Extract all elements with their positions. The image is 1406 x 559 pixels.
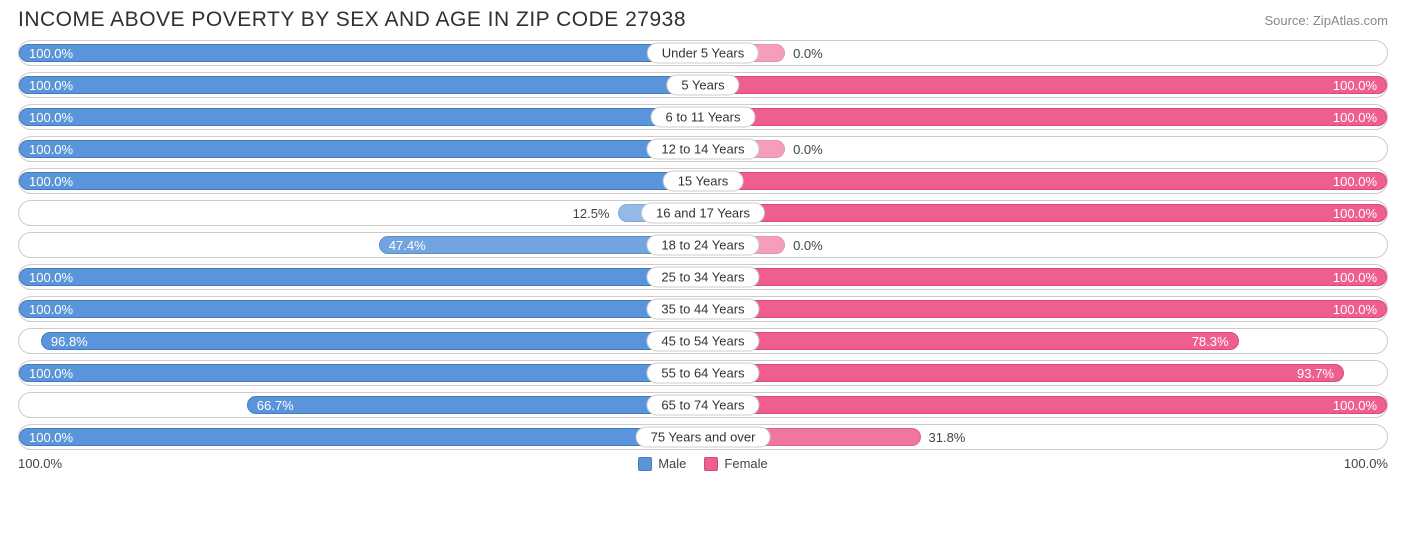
bar-row: 96.8% 78.3% 45 to 54 Years [18, 328, 1388, 354]
female-value: 0.0% [793, 41, 823, 65]
female-value: 0.0% [793, 233, 823, 257]
category-label: 35 to 44 Years [646, 299, 759, 320]
bar-row: 100.0% 100.0% 6 to 11 Years [18, 104, 1388, 130]
chart-container: INCOME ABOVE POVERTY BY SEX AND AGE IN Z… [0, 0, 1406, 475]
category-label: Under 5 Years [647, 43, 759, 64]
female-value: 100.0% [1333, 393, 1377, 417]
category-label: 75 Years and over [636, 427, 771, 448]
female-value: 0.0% [793, 137, 823, 161]
male-bar [19, 300, 703, 318]
male-bar [41, 332, 703, 350]
female-bar [703, 76, 1387, 94]
male-value: 96.8% [51, 329, 88, 353]
female-bar [703, 364, 1344, 382]
male-value: 100.0% [29, 137, 73, 161]
legend-female-label: Female [724, 456, 767, 471]
female-value: 78.3% [1192, 329, 1229, 353]
female-bar [703, 172, 1387, 190]
male-bar [19, 172, 703, 190]
bar-row: 12.5% 100.0% 16 and 17 Years [18, 200, 1388, 226]
chart-title: INCOME ABOVE POVERTY BY SEX AND AGE IN Z… [18, 8, 686, 32]
male-value: 100.0% [29, 361, 73, 385]
female-bar [703, 204, 1387, 222]
male-value: 100.0% [29, 425, 73, 449]
category-label: 18 to 24 Years [646, 235, 759, 256]
male-value: 100.0% [29, 297, 73, 321]
male-value: 100.0% [29, 265, 73, 289]
category-label: 15 Years [663, 171, 744, 192]
bar-row: 100.0% 100.0% 5 Years [18, 72, 1388, 98]
male-bar [19, 364, 703, 382]
footer: 100.0% Male Female 100.0% [18, 456, 1388, 471]
bar-row: 47.4% 0.0% 18 to 24 Years [18, 232, 1388, 258]
bar-row: 100.0% 0.0% 12 to 14 Years [18, 136, 1388, 162]
male-bar [19, 76, 703, 94]
bar-row: 100.0% 100.0% 25 to 34 Years [18, 264, 1388, 290]
female-axis-max: 100.0% [1308, 456, 1388, 471]
category-label: 65 to 74 Years [646, 395, 759, 416]
bar-row: 100.0% 93.7% 55 to 64 Years [18, 360, 1388, 386]
source-label: Source: ZipAtlas.com [1264, 13, 1388, 28]
male-value: 100.0% [29, 105, 73, 129]
female-value: 100.0% [1333, 73, 1377, 97]
male-bar [19, 428, 703, 446]
female-value: 100.0% [1333, 201, 1377, 225]
bar-rows: 100.0% 0.0% Under 5 Years 100.0% 100.0% 5 Yea… [18, 40, 1388, 450]
female-bar [703, 332, 1239, 350]
legend: Male Female [638, 456, 768, 471]
header: INCOME ABOVE POVERTY BY SEX AND AGE IN Z… [18, 8, 1388, 32]
bar-row: 100.0% 31.8% 75 Years and over [18, 424, 1388, 450]
category-label: 16 and 17 Years [641, 203, 765, 224]
female-bar [703, 300, 1387, 318]
male-value: 100.0% [29, 73, 73, 97]
female-value: 100.0% [1333, 297, 1377, 321]
female-value: 93.7% [1297, 361, 1334, 385]
male-bar [19, 268, 703, 286]
male-bar [19, 44, 703, 62]
female-value: 31.8% [929, 425, 966, 449]
bar-row: 100.0% 100.0% 15 Years [18, 168, 1388, 194]
female-swatch-icon [704, 457, 718, 471]
male-value: 47.4% [389, 233, 426, 257]
female-value: 100.0% [1333, 169, 1377, 193]
female-value: 100.0% [1333, 105, 1377, 129]
male-value: 66.7% [257, 393, 294, 417]
category-label: 12 to 14 Years [646, 139, 759, 160]
male-value: 100.0% [29, 41, 73, 65]
female-bar [703, 268, 1387, 286]
male-axis-max: 100.0% [18, 456, 98, 471]
legend-male-label: Male [658, 456, 686, 471]
male-bar [19, 108, 703, 126]
legend-female: Female [704, 456, 767, 471]
category-label: 55 to 64 Years [646, 363, 759, 384]
male-bar [247, 396, 703, 414]
bar-row: 100.0% 100.0% 35 to 44 Years [18, 296, 1388, 322]
female-bar [703, 396, 1387, 414]
male-swatch-icon [638, 457, 652, 471]
bar-row: 66.7% 100.0% 65 to 74 Years [18, 392, 1388, 418]
female-value: 100.0% [1333, 265, 1377, 289]
male-value: 100.0% [29, 169, 73, 193]
bar-row: 100.0% 0.0% Under 5 Years [18, 40, 1388, 66]
category-label: 6 to 11 Years [651, 107, 756, 128]
male-value: 12.5% [573, 201, 610, 225]
category-label: 5 Years [666, 75, 739, 96]
category-label: 45 to 54 Years [646, 331, 759, 352]
female-bar [703, 108, 1387, 126]
legend-male: Male [638, 456, 686, 471]
male-bar [19, 140, 703, 158]
category-label: 25 to 34 Years [646, 267, 759, 288]
